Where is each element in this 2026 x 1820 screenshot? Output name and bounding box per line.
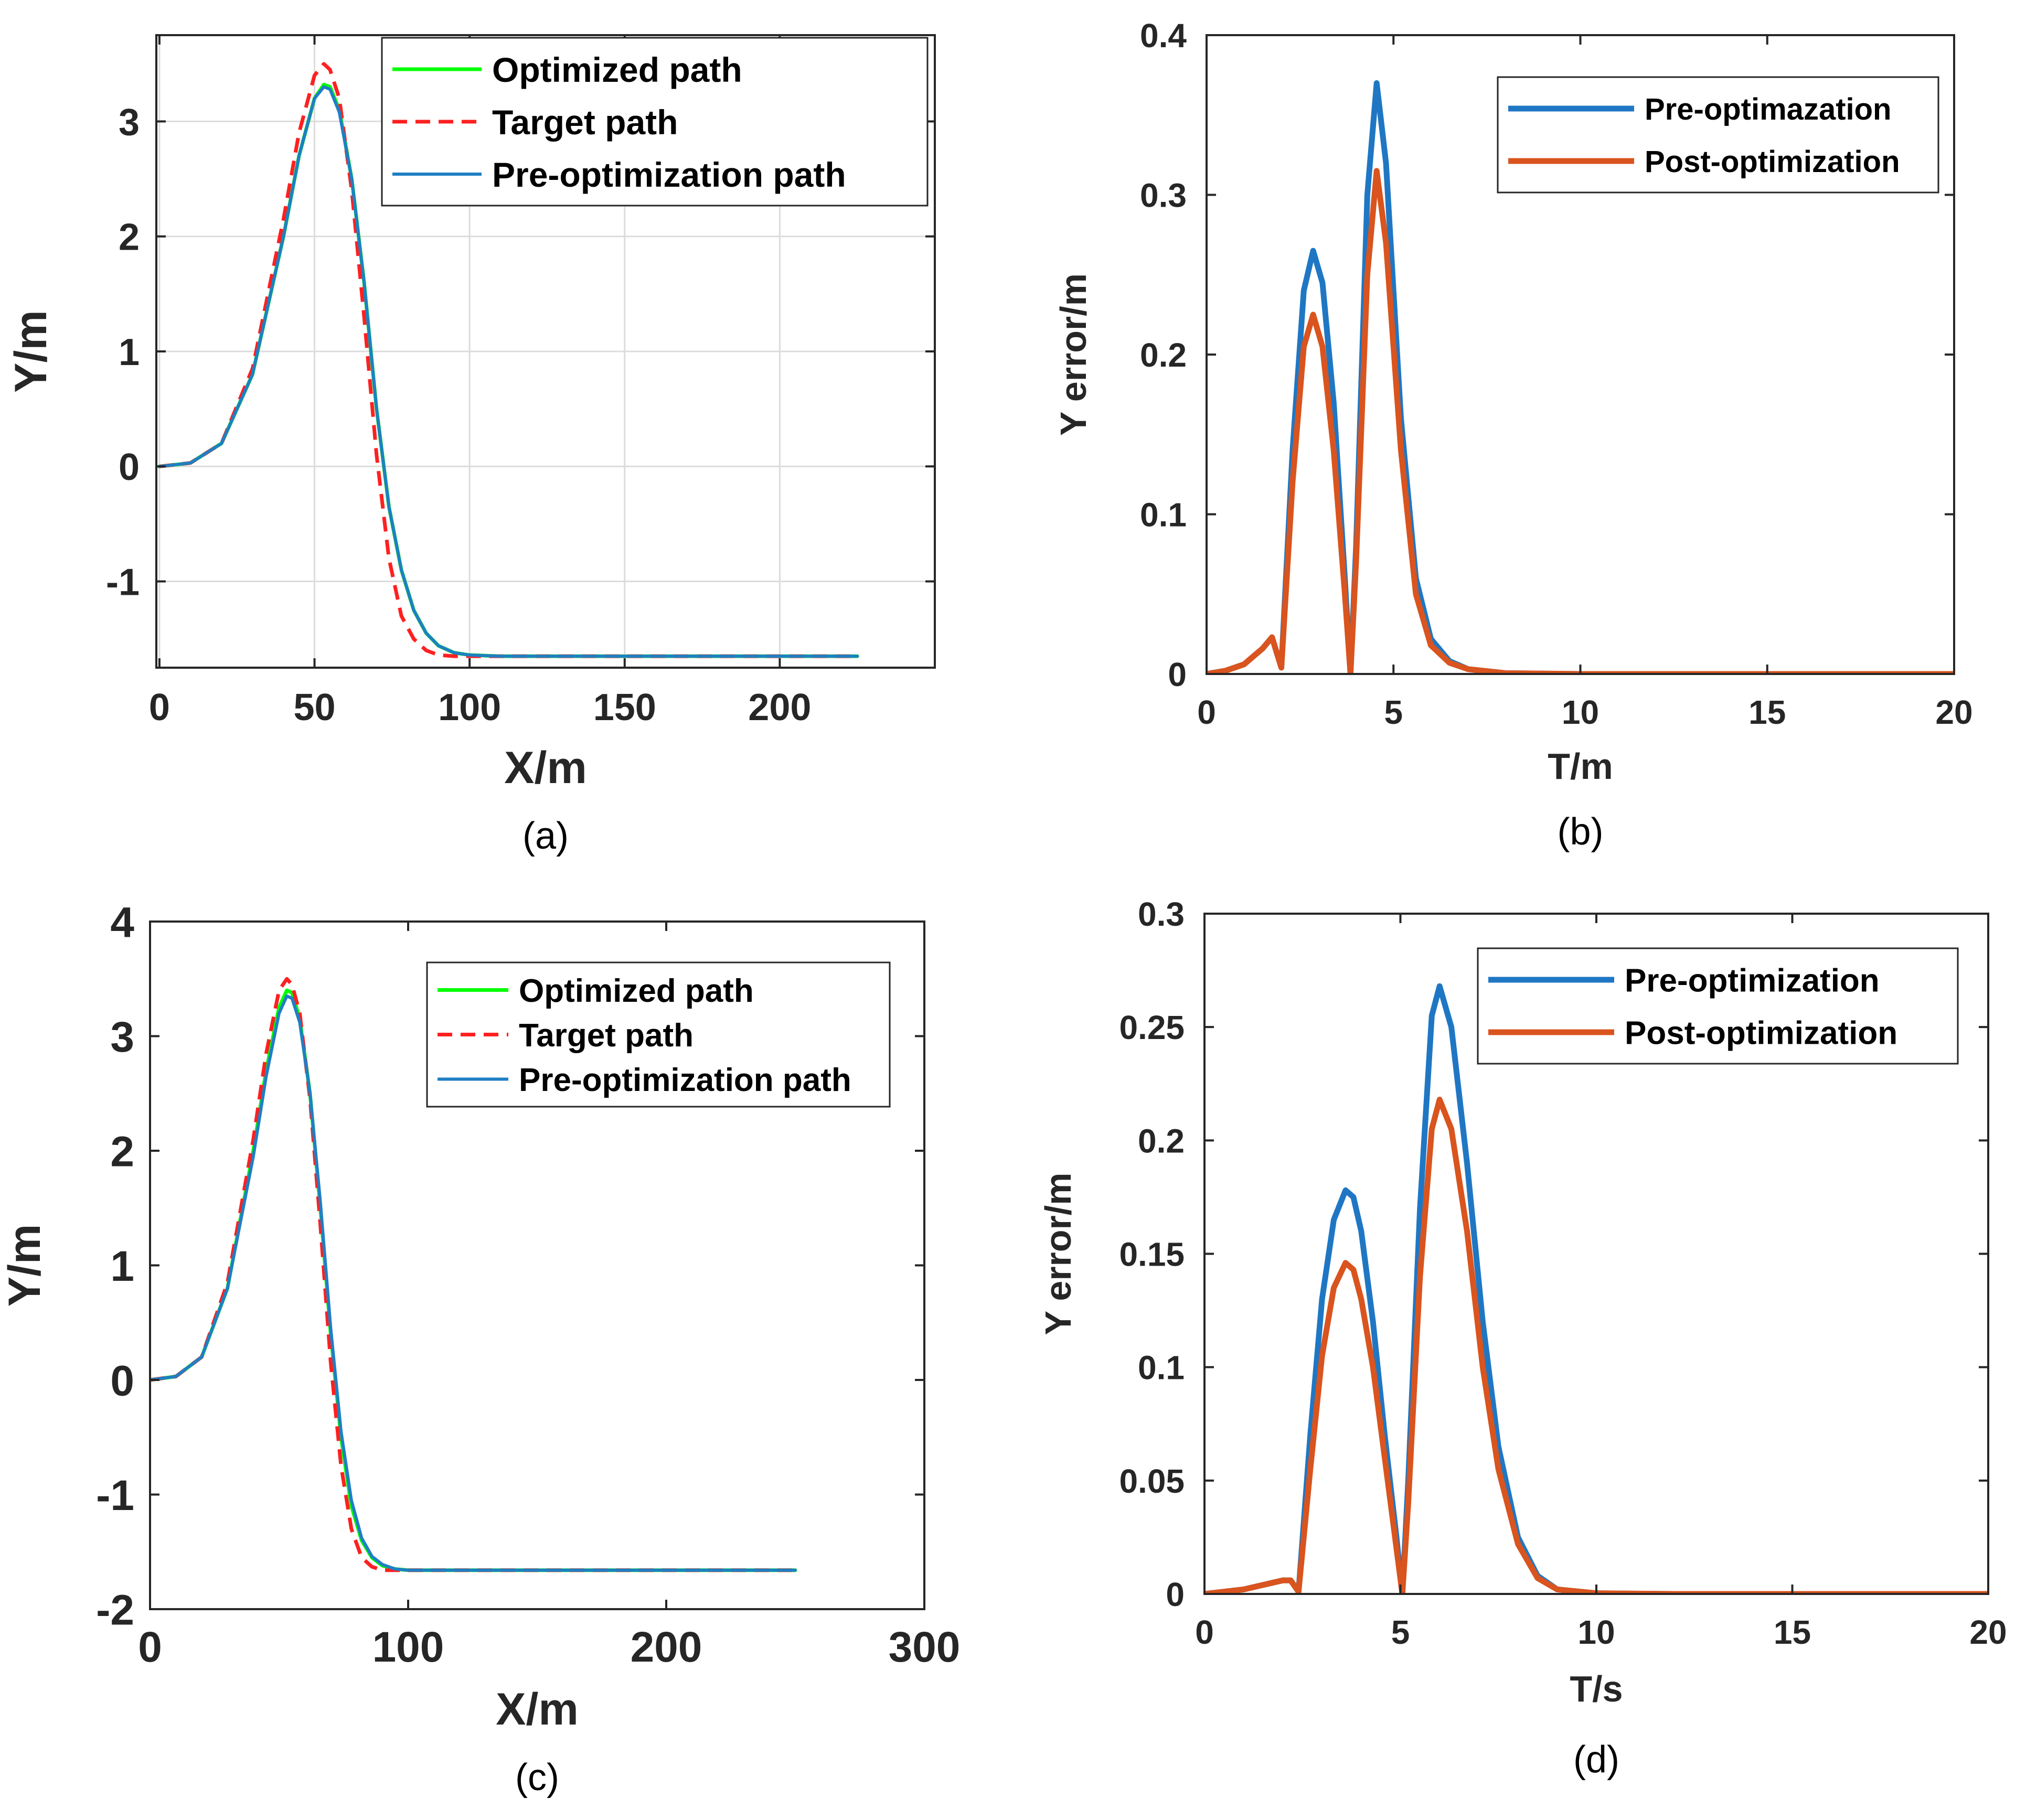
legend-label-1: Target path: [492, 103, 678, 142]
y-tick-label: 0.2: [1138, 1122, 1185, 1160]
legend-label-1: Target path: [519, 1018, 694, 1054]
x-tick-label: 20: [1969, 1613, 2007, 1651]
y-axis-label: Y error/m: [1038, 1173, 1079, 1335]
y-tick-label: 0: [110, 1357, 134, 1405]
y-tick-label: 0.4: [1140, 17, 1187, 55]
x-tick-label: 10: [1562, 693, 1599, 731]
y-tick-label: 0.2: [1140, 336, 1187, 374]
x-axis-label: T/m: [1548, 746, 1613, 787]
y-axis-label: Y/m: [0, 1224, 50, 1307]
y-tick-label: 3: [119, 101, 140, 143]
x-tick-label: 5: [1384, 693, 1403, 731]
x-tick-label: 0: [149, 687, 170, 729]
y-tick-label: 0.25: [1119, 1009, 1185, 1046]
x-tick-label: 0: [1195, 1613, 1214, 1651]
panel-caption: (d): [1573, 1739, 1619, 1781]
y-axis-label: Y/m: [6, 310, 56, 393]
y-tick-label: 0: [1168, 656, 1187, 693]
legend-label-2: Pre-optimization path: [519, 1062, 851, 1098]
y-tick-label: 0.3: [1138, 895, 1185, 933]
chart-panel-0: 0 50 100 150 200 -1 0 1 2 3 X/m Y/m (a) Optimized pat…: [6, 34, 936, 857]
y-tick-label: 1: [110, 1243, 134, 1290]
legend: Optimized path Target path Pre-optimizatio…: [426, 961, 891, 1108]
x-tick-label: 200: [631, 1623, 702, 1671]
y-tick-label: 2: [119, 217, 140, 259]
y-tick-label: 1: [119, 331, 140, 373]
x-tick-label: 20: [1935, 693, 1972, 731]
legend-box: [426, 961, 891, 1108]
y-tick-label: -2: [96, 1587, 134, 1634]
y-tick-label: 0.1: [1140, 496, 1187, 534]
legend-box: [1497, 76, 1939, 194]
x-axis-label: X/m: [504, 743, 587, 793]
y-tick-label: -1: [106, 561, 140, 603]
x-tick-label: 15: [1774, 1613, 1811, 1651]
series-line-2: [150, 994, 797, 1572]
legend-label-1: Post-optimization: [1625, 1015, 1897, 1051]
x-tick-label: 0: [1197, 693, 1216, 731]
x-tick-label: 50: [293, 687, 335, 729]
legend: Pre-optimazation Post-optimization: [1497, 76, 1939, 194]
panel-caption: (a): [523, 815, 569, 857]
x-tick-label: 150: [593, 687, 656, 729]
y-tick-label: 3: [110, 1013, 134, 1061]
x-tick-label: 5: [1391, 1613, 1410, 1651]
legend-box: [1477, 947, 1959, 1065]
legend-label-0: Optimized path: [492, 50, 742, 89]
y-tick-label: 0.3: [1140, 177, 1187, 215]
series-line-1: [1207, 168, 1954, 674]
legend-label-0: Pre-optimization: [1625, 962, 1880, 999]
chart-panel-2: 0 100 200 300 -2 -1 0 1 2 3 4 X/m Y/m (c) Optimized pa…: [0, 899, 960, 1798]
legend: Optimized path Target path Pre-optimizatio…: [381, 37, 929, 207]
x-axis-label: X/m: [496, 1684, 579, 1735]
chart-panel-1: 0 5 10 15 20 0 0.1 0.2 0.3 0.4 T/m Y error/m (b) Pre-…: [1053, 17, 1973, 853]
panel-caption: (b): [1558, 811, 1604, 853]
x-axis-label: T/s: [1570, 1668, 1623, 1709]
y-tick-label: 0.1: [1138, 1349, 1185, 1387]
x-tick-label: 15: [1748, 693, 1786, 731]
legend-label-0: Pre-optimazation: [1645, 92, 1892, 126]
x-tick-label: 100: [372, 1623, 444, 1671]
x-tick-label: 10: [1577, 1613, 1615, 1651]
panel-caption: (c): [515, 1757, 559, 1798]
y-tick-label: 0: [119, 446, 140, 488]
y-tick-label: 4: [110, 899, 134, 947]
y-tick-label: 2: [110, 1128, 134, 1176]
x-tick-label: 300: [889, 1623, 961, 1671]
series-line-2: [157, 85, 859, 658]
legend: Pre-optimization Post-optimization: [1477, 947, 1959, 1065]
legend-label-1: Post-optimization: [1645, 145, 1900, 179]
y-tick-label: 0: [1166, 1576, 1185, 1613]
legend-label-2: Pre-optimization path: [492, 155, 846, 194]
x-tick-label: 0: [138, 1623, 162, 1671]
legend-label-0: Optimized path: [519, 973, 754, 1009]
y-tick-label: 0.15: [1119, 1236, 1185, 1273]
chart-panel-3: 0 5 10 15 20 0 0.05 0.1 0.15 0.2 0.25 0.3 T/s Y error…: [1038, 895, 2007, 1781]
y-tick-label: 0.05: [1119, 1462, 1185, 1500]
series-line-1: [1204, 1097, 1988, 1594]
x-tick-label: 200: [748, 687, 811, 729]
y-axis-label: Y error/m: [1053, 273, 1094, 436]
y-tick-label: -1: [96, 1472, 134, 1519]
x-tick-label: 100: [438, 687, 501, 729]
